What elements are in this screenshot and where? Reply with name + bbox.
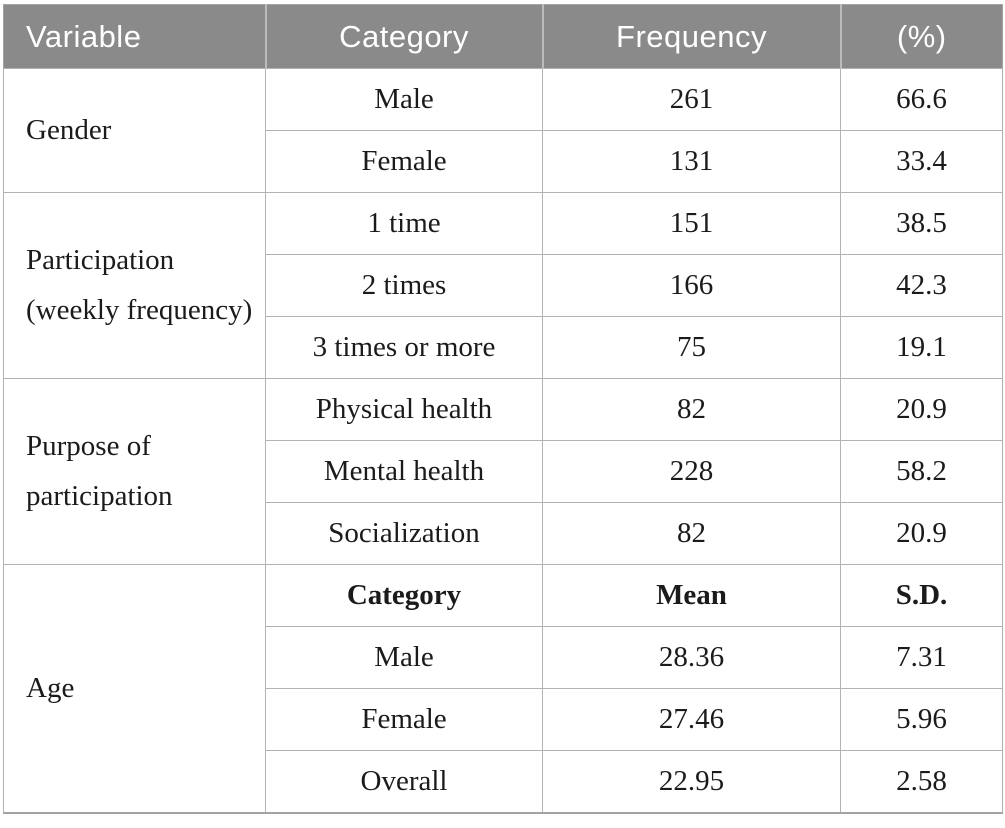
frequency-cell: 75 [542,316,841,379]
frequency-cell: 82 [542,502,841,565]
percent-cell: 38.5 [840,192,1003,255]
frequency-cell: 166 [542,254,841,317]
frequency-cell: 151 [542,192,841,255]
table-header-row: Variable Category Frequency (%) [3,4,1003,69]
table-row: Mental health 228 58.2 [4,440,1003,503]
percent-cell: 19.1 [840,316,1003,379]
table-header: Variable Category Frequency (%) [3,4,1003,69]
variable-line: Age [26,671,75,704]
frequency-cell: 82 [542,378,841,441]
variable-line: Purpose of [26,430,151,463]
table-row: Overall 22.95 2.58 [4,750,1003,813]
category-cell: 2 times [265,254,543,317]
table-row: Gender Male 261 66.6 [3,68,1003,193]
mean-cell: 28.36 [542,626,841,689]
frequency-cell: 131 [542,130,841,193]
percent-cell: 33.4 [840,130,1003,193]
mean-cell: 27.46 [542,688,841,751]
variable-line: Gender [26,113,112,146]
header-cell-frequency: Frequency [541,4,841,69]
category-cell: Overall [265,750,543,813]
table-row: Socialization 82 20.9 [4,502,1003,565]
table-row: Participation (weekly frequency) 1 time … [3,192,1003,379]
percent-cell: 66.6 [840,68,1003,131]
category-cell: Female [265,688,543,751]
table-row: Male 28.36 7.31 [4,626,1003,689]
variable-line: Participation [26,244,175,277]
table-row: Purpose of participation Physical health… [3,378,1003,565]
table-body: Gender Male 261 66.6 Female 131 33.4 Par… [3,68,1003,813]
table-row: Female 131 33.4 [4,130,1003,193]
age-subheader-row: Age Category Mean S.D. [3,564,1003,813]
header-cell-percent: (%) [839,4,1003,69]
category-cell: Male [265,626,543,689]
table-row: Female 27.46 5.96 [4,688,1003,751]
sd-cell: 7.31 [840,626,1003,689]
category-cell: Female [265,130,543,193]
category-cell: Male [265,68,543,131]
frequency-cell: 228 [542,440,841,503]
variable-cell-gender: Gender [3,68,266,193]
percent-cell: 42.3 [840,254,1003,317]
header-cell-category: Category [264,4,543,69]
variable-line: participation [26,479,173,512]
variable-cell-age: Age [3,564,266,813]
sd-cell: 5.96 [840,688,1003,751]
subheader-cell-sd: S.D. [840,564,1003,627]
subheader-cell-category: Category [265,564,543,627]
sd-cell: 2.58 [840,750,1003,813]
variable-cell-purpose: Purpose of participation [3,378,266,565]
category-cell: 3 times or more [265,316,543,379]
percent-cell: 20.9 [840,378,1003,441]
percent-cell: 20.9 [840,502,1003,565]
category-cell: Physical health [265,378,543,441]
header-cell-variable: Variable [3,4,266,69]
mean-cell: 22.95 [542,750,841,813]
category-cell: Mental health [265,440,543,503]
subheader-cell-mean: Mean [542,564,841,627]
percent-cell: 58.2 [840,440,1003,503]
variable-cell-participation: Participation (weekly frequency) [3,192,266,379]
category-cell: Socialization [265,502,543,565]
variable-line: (weekly frequency) [26,293,253,326]
frequency-cell: 261 [542,68,841,131]
category-cell: 1 time [265,192,543,255]
participant-characteristics-table: Variable Category Frequency (%) Gender M… [3,4,1003,814]
